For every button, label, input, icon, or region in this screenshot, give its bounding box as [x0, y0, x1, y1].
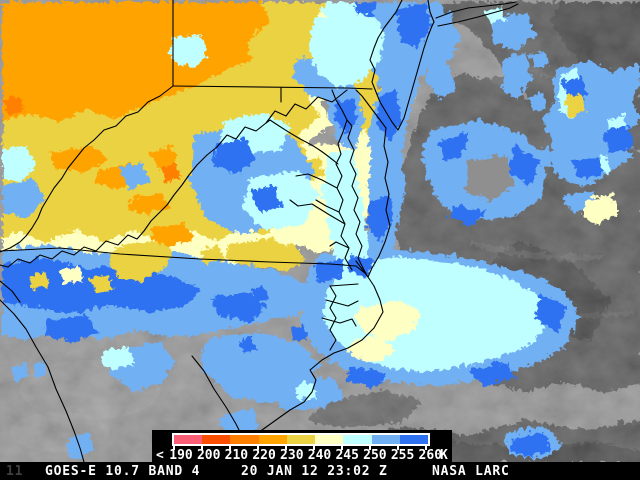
- legend-tick: [257, 446, 259, 450]
- status-product-label: GOES-E 10.7 BAND 4: [45, 464, 201, 479]
- legend-tick-label: 190: [169, 448, 193, 463]
- legend-segment: [315, 435, 344, 444]
- legend-segment: [258, 435, 287, 444]
- legend-tick-label: 210: [224, 448, 249, 463]
- status-bar: 11 GOES-E 10.7 BAND 4 20 JAN 12 23:02 Z …: [0, 462, 640, 480]
- legend-tick-label: 260: [418, 448, 443, 463]
- legend-tick-label: 255: [390, 448, 415, 463]
- legend-segment: [399, 435, 428, 444]
- legend-tick-label: 200: [196, 448, 221, 463]
- legend-segment: [230, 435, 259, 444]
- legend-tick: [201, 446, 203, 450]
- state-borders: [0, 0, 519, 462]
- legend-color-bar: [172, 433, 430, 446]
- satellite-map: [0, 0, 640, 462]
- legend-tick: [285, 446, 287, 450]
- legend-tick: [229, 446, 231, 450]
- legend-tick: [313, 446, 315, 450]
- legend-segment: [286, 435, 316, 444]
- legend-tick-label: 230: [280, 448, 304, 463]
- enhancement-layer: [0, 0, 640, 458]
- legend-tick: [341, 446, 343, 450]
- legend-segment: [174, 435, 203, 444]
- legend-tick-label: 220: [252, 448, 276, 463]
- legend-segment: [371, 435, 400, 444]
- legend-tick: [173, 446, 175, 450]
- legend-tick-label: 240: [307, 448, 332, 463]
- legend-tick: [397, 446, 399, 450]
- legend-tick-label: 250: [363, 448, 387, 463]
- legend-segment: [343, 435, 372, 444]
- legend-less-than-symbol: <: [156, 448, 164, 463]
- legend-tick: [369, 446, 371, 450]
- status-source-label: NASA LARC: [432, 464, 510, 479]
- legend-unit-label: K: [440, 448, 448, 463]
- legend-tick-label: 245: [335, 448, 359, 463]
- status-datetime-label: 20 JAN 12 23:02 Z: [241, 464, 388, 479]
- temperature-legend: < K 190 200 210 220 230 240 245 250 255 260: [152, 430, 452, 463]
- legend-tick: [425, 446, 427, 450]
- legend-segment: [202, 435, 231, 444]
- status-corner-text: 11: [6, 464, 24, 479]
